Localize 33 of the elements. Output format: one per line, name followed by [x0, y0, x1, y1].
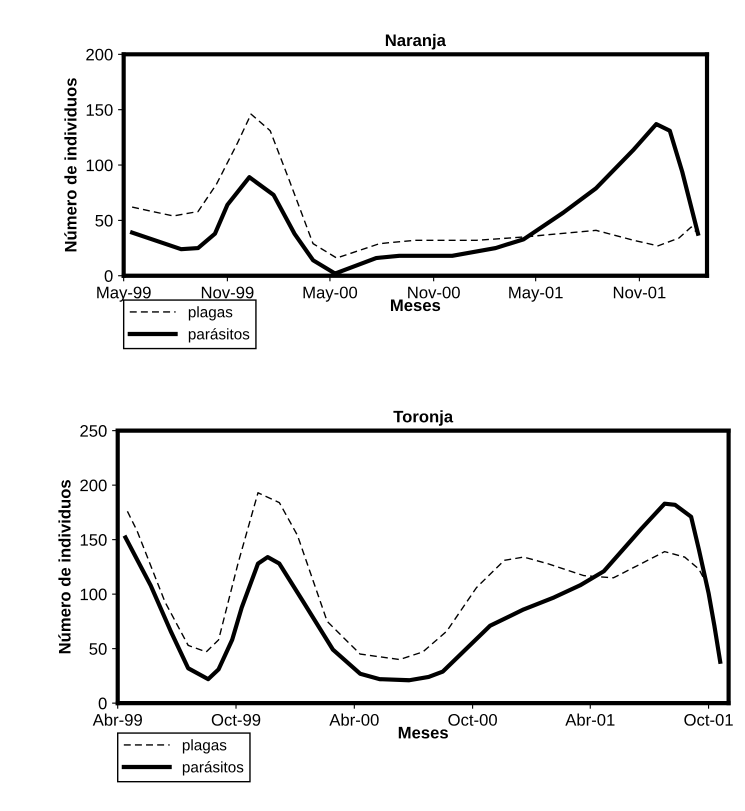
y-tick-label: 150	[80, 534, 107, 546]
y-tick-label: 0	[104, 270, 113, 282]
x-axis-title: Meses	[390, 300, 440, 312]
y-tick-label: 0	[98, 698, 107, 710]
x-tick-label: Nov-00	[408, 286, 460, 298]
x-tick-label: Oct-01	[684, 714, 733, 726]
x-tick-label: Oct-99	[212, 714, 260, 726]
x-axis-title: Meses	[398, 726, 448, 739]
y-tick-label: 200	[86, 48, 113, 61]
x-tick-label: Nov-99	[202, 286, 254, 298]
chart-title: Toronja	[393, 410, 454, 426]
y-tick-label: 200	[80, 480, 107, 492]
y-axis-title: Número de individuos	[64, 78, 77, 252]
x-tick-label: Abr-01	[565, 714, 614, 726]
y-tick-label: 50	[95, 214, 113, 227]
y-axis-title: Número de individuos	[58, 480, 71, 654]
legend-label: plagas	[188, 306, 232, 320]
x-tick-label: May-01	[509, 286, 563, 302]
y-tick-label: 100	[80, 588, 107, 600]
x-tick-label: May-00	[304, 286, 358, 302]
x-tick-label: Abr-00	[329, 714, 379, 726]
x-tick-label: Abr-99	[92, 714, 142, 726]
y-tick-label: 250	[80, 425, 107, 437]
y-tick-label: 50	[89, 643, 107, 655]
legend-label: parásitos	[182, 761, 244, 776]
x-tick-label: Nov-01	[614, 286, 666, 298]
x-tick-label: May-99	[97, 286, 151, 302]
y-tick-label: 100	[86, 159, 113, 172]
x-tick-label: Oct-00	[448, 714, 497, 726]
chart-title: Naranja	[386, 34, 446, 50]
legend-label: plagas	[182, 739, 226, 754]
y-tick-label: 150	[86, 104, 113, 116]
legend-label: parásitos	[188, 328, 250, 343]
